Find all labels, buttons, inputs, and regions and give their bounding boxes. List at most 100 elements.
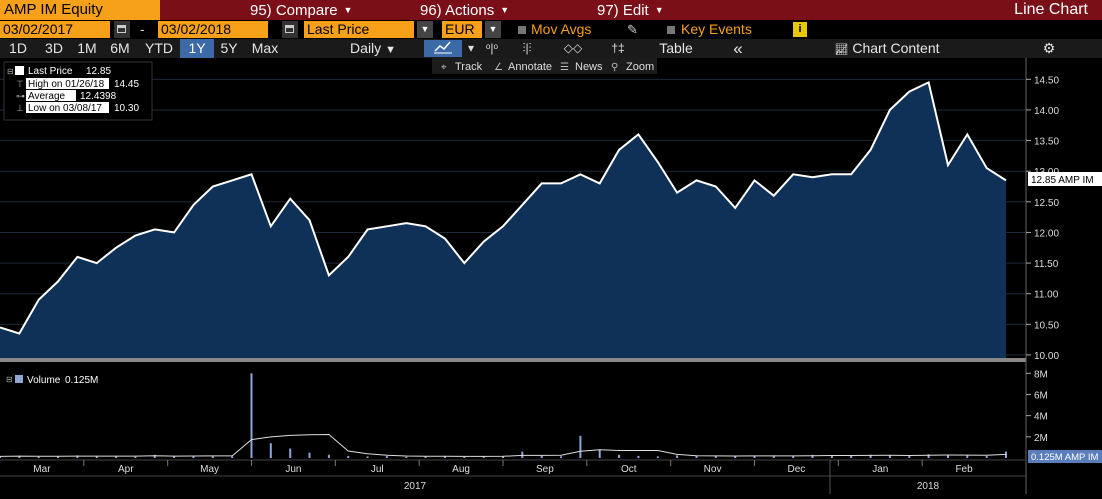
field-selector[interactable]: Last Price xyxy=(304,21,414,38)
pencil-icon[interactable]: ✎ xyxy=(627,22,638,37)
y-tick-label: 10.50 xyxy=(1034,320,1059,331)
legend-average-value: 12.4398 xyxy=(80,91,117,102)
y-tick-label: 12.00 xyxy=(1034,228,1059,239)
period-max[interactable]: Max xyxy=(251,40,279,56)
volume-bar xyxy=(289,448,292,458)
legend-high-value: 14.45 xyxy=(114,79,139,90)
gear-icon[interactable]: ⚙ xyxy=(1042,40,1056,56)
period-1y[interactable]: 1Y xyxy=(180,39,214,58)
volume-bar xyxy=(95,456,98,458)
search-icon[interactable]: ⚲ xyxy=(611,62,618,73)
chevron-down-icon: ▼ xyxy=(385,44,396,56)
y-tick-label: 12.50 xyxy=(1034,198,1059,209)
month-label: Sep xyxy=(536,464,554,475)
compare-menu[interactable]: 95) Compare ▼ xyxy=(250,0,352,20)
chevron-down-icon[interactable]: ▾ xyxy=(467,41,475,55)
annotate-icon[interactable]: ∠ xyxy=(494,62,503,73)
volume-bar xyxy=(560,456,562,458)
volume-bar xyxy=(598,449,601,458)
crosshair-icon[interactable]: ⌖ xyxy=(441,62,447,73)
table-button[interactable]: Table xyxy=(659,40,693,56)
month-label: Apr xyxy=(118,464,134,475)
price-area xyxy=(0,82,1006,359)
volume-bar xyxy=(134,456,137,458)
track-button[interactable]: Track xyxy=(455,61,483,73)
volume-bar xyxy=(173,456,176,458)
start-date-field[interactable]: 03/02/2017 xyxy=(0,21,110,38)
bar-icon[interactable]: †‡ xyxy=(611,41,625,55)
volume-bar xyxy=(734,456,737,458)
volume-legend: ⊟ Volume 0.125M xyxy=(6,375,98,386)
legend-last-price-value: 12.85 xyxy=(86,66,111,77)
chart-area[interactable]: 10.0010.5011.0011.5012.0012.5013.0013.50… xyxy=(0,58,1102,494)
actions-label: 96) Actions xyxy=(420,2,495,19)
volume-bar xyxy=(463,456,466,458)
period-ytd[interactable]: YTD xyxy=(145,40,173,56)
edit-menu[interactable]: 97) Edit ▼ xyxy=(597,0,664,20)
chevron-down-icon[interactable]: ▼ xyxy=(485,21,501,38)
month-label: Dec xyxy=(788,464,806,475)
y-tick-label: 11.50 xyxy=(1034,259,1059,270)
month-label: Nov xyxy=(704,464,722,475)
end-date-field[interactable]: 03/02/2018 xyxy=(158,21,268,38)
volume-bar xyxy=(540,455,543,458)
price-chart[interactable]: 10.0010.5011.0011.5012.0012.5013.0013.50… xyxy=(0,58,1102,494)
zoom-button[interactable]: Zoom xyxy=(626,61,654,73)
calendar-icon[interactable] xyxy=(282,21,298,38)
options-bar: 03/02/2017 - 03/02/2018 Last Price ▼ EUR… xyxy=(0,20,1102,39)
period-3d[interactable]: 3D xyxy=(45,40,63,56)
y-tick-label: 13.50 xyxy=(1034,137,1059,148)
chart-content-button[interactable]: 📈︎ Chart Content xyxy=(812,39,962,58)
info-icon[interactable]: i xyxy=(793,22,807,37)
compare-icon[interactable]: ◇◇ xyxy=(563,41,583,55)
security-ticker[interactable]: AMP IM Equity xyxy=(0,0,160,20)
frequency-selector[interactable]: Daily ▼ xyxy=(338,39,408,58)
collapse-icon[interactable]: ⊟ xyxy=(7,67,14,76)
price-axis: 10.0010.5011.0011.5012.0012.5013.0013.50… xyxy=(1026,75,1059,362)
volume-bar xyxy=(37,456,40,458)
volume-bar xyxy=(502,456,504,458)
volume-tick-label: 4M xyxy=(1034,412,1048,423)
last-price-swatch[interactable] xyxy=(15,66,24,75)
volume-tag: 0.125M AMP IM xyxy=(1028,450,1102,463)
month-label: Jan xyxy=(872,464,888,475)
volume-tick-label: 6M xyxy=(1034,390,1048,401)
news-button[interactable]: News xyxy=(575,61,603,73)
volume-bar xyxy=(250,373,253,458)
period-6m[interactable]: 6M xyxy=(110,40,130,56)
month-label: Oct xyxy=(621,464,637,475)
currency-selector[interactable]: EUR xyxy=(442,21,482,38)
ohlc-icon[interactable]: ᵒ|ᵒ xyxy=(485,41,499,55)
volume-bars xyxy=(0,373,1007,458)
line-chart-icon[interactable] xyxy=(424,40,462,57)
actions-menu[interactable]: 96) Actions ▼ xyxy=(420,0,509,20)
candlestick-icon[interactable]: ⫶|⫶ xyxy=(522,41,532,55)
chevron-down-icon[interactable]: ▼ xyxy=(417,21,433,38)
legend-last-price-label: Last Price xyxy=(28,66,73,77)
annotate-button[interactable]: Annotate xyxy=(508,61,552,73)
volume-bar xyxy=(985,455,988,458)
volume-bar xyxy=(76,455,79,458)
chevron-down-icon: ▼ xyxy=(343,5,353,15)
collapse-icon[interactable]: ⊟ xyxy=(6,375,13,384)
volume-swatch[interactable] xyxy=(15,375,23,383)
chevron-down-icon: ▼ xyxy=(654,5,664,15)
y-tick-label: 11.00 xyxy=(1034,290,1059,301)
period-1m[interactable]: 1M xyxy=(77,40,97,56)
month-label: Feb xyxy=(955,464,973,475)
collapse-icon[interactable]: « xyxy=(733,39,743,58)
volume-axis: 8M 6M 4M 2M xyxy=(1026,369,1048,444)
month-label: May xyxy=(200,464,219,475)
price-line[interactable] xyxy=(0,80,1007,335)
key-events-checkbox[interactable] xyxy=(667,26,675,34)
pane-divider[interactable] xyxy=(0,358,1026,362)
average-marker-icon: ⊶ xyxy=(16,91,25,101)
volume-tick-label: 2M xyxy=(1034,433,1048,444)
mov-avgs-checkbox[interactable] xyxy=(518,26,526,34)
legend-low-value: 10.30 xyxy=(114,103,139,114)
period-1d[interactable]: 1D xyxy=(9,40,27,56)
news-icon[interactable]: ☰ xyxy=(560,62,569,73)
calendar-icon[interactable] xyxy=(114,21,130,38)
chart-icon: 📈︎ xyxy=(834,44,849,56)
period-5y[interactable]: 5Y xyxy=(220,40,238,56)
